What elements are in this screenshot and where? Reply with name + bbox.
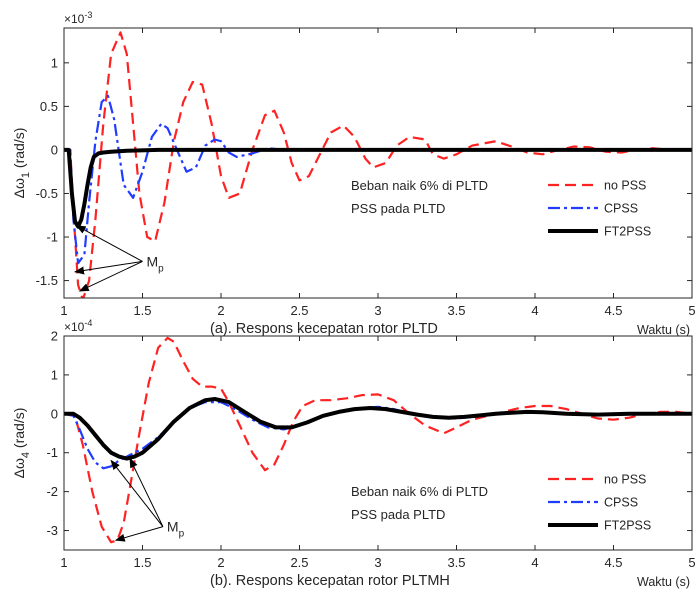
- y-axis-label-sub: 1: [20, 172, 32, 178]
- mp-subscript: p: [158, 263, 164, 274]
- x-tick-label: 1.5: [133, 303, 151, 318]
- mp-arrow: [78, 260, 143, 292]
- x-tick-label: 2.5: [290, 555, 308, 570]
- x-tick-label: 3.5: [447, 303, 465, 318]
- legend-label: CPSS: [604, 496, 638, 510]
- annotation-text: Beban naik 6% di PLTD: [351, 484, 488, 499]
- series-line-ft2pss: [64, 397, 692, 461]
- annotation-text: Beban naik 6% di PLTD: [351, 178, 488, 193]
- x-tick-label: 5: [688, 303, 695, 318]
- series-line-ft2pss: [64, 147, 692, 229]
- x-tick-label: 1: [60, 555, 67, 570]
- y-tick-label: -1: [46, 445, 58, 460]
- y-tick-label: 0: [51, 142, 58, 157]
- y-tick-label: -1: [46, 230, 58, 245]
- x-axis-label: Waktu (s): [637, 323, 690, 337]
- x-tick-label: 2: [217, 303, 224, 318]
- caption: (a). Respons kecepatan rotor PLTD: [210, 321, 438, 337]
- mp-arrow: [114, 526, 164, 542]
- exponent-label: ×10-3: [64, 10, 92, 26]
- legend-label: no PSS: [604, 473, 646, 487]
- exponent-value: -4: [84, 318, 92, 328]
- mp-subscript: p: [179, 529, 185, 540]
- legend-label: FT2PSS: [604, 225, 651, 239]
- legend-label: CPSS: [604, 202, 638, 216]
- x-tick-label: 4.5: [604, 303, 622, 318]
- exponent-label: ×10-4: [64, 318, 92, 334]
- x-axis-label: Waktu (s): [637, 575, 690, 589]
- y-axis-label-main: Δω: [11, 458, 27, 478]
- y-tick-label: -3: [46, 523, 58, 538]
- y-axis-label: Δω1 (rad/s): [11, 128, 32, 199]
- y-axis-label-main: Δω: [11, 178, 27, 198]
- series-group: [64, 31, 692, 298]
- annotation-text: PSS pada PLTD: [351, 507, 445, 522]
- x-tick-label: 3: [374, 555, 381, 570]
- x-tick-label: 1.5: [133, 555, 151, 570]
- y-tick-label: -1.5: [36, 273, 58, 288]
- y-axis-label-sub: 4: [20, 452, 32, 458]
- y-axis-label: Δω4 (rad/s): [11, 408, 32, 479]
- x-tick-label: 1: [60, 303, 67, 318]
- annotation-text: PSS pada PLTD: [351, 201, 445, 216]
- x-tick-label: 3.5: [447, 555, 465, 570]
- y-axis-label-unit: (rad/s): [11, 128, 27, 172]
- x-tick-label: 5: [688, 555, 695, 570]
- series-line-no-pss: [64, 31, 692, 298]
- y-tick-label: -2: [46, 484, 58, 499]
- y-tick-label: 2: [51, 329, 58, 344]
- axes-box: [63, 27, 693, 299]
- x-tick-label: 2: [217, 555, 224, 570]
- axes-box: [63, 335, 693, 551]
- legend-label: no PSS: [604, 179, 646, 193]
- plot-area: [64, 336, 692, 550]
- caption: (b). Respons kecepatan rotor PLTMH: [210, 573, 450, 589]
- mp-arrow: [74, 260, 143, 275]
- mp-arrow: [75, 225, 143, 262]
- exponent-value: -3: [84, 10, 92, 20]
- x-tick-label: 4: [531, 555, 538, 570]
- x-tick-label: 4.5: [604, 555, 622, 570]
- plot-area: [64, 28, 692, 298]
- mp-arrow: [129, 457, 164, 527]
- mp-arrow: [110, 459, 164, 527]
- y-tick-label: 0.5: [40, 99, 58, 114]
- x-tick-label: 3: [374, 303, 381, 318]
- y-tick-label: 0: [51, 406, 58, 421]
- x-tick-label: 4: [531, 303, 538, 318]
- y-tick-label: 1: [51, 367, 58, 382]
- x-tick-label: 2.5: [290, 303, 308, 318]
- y-axis-label-unit: (rad/s): [11, 408, 27, 452]
- y-tick-label: -0.5: [36, 186, 58, 201]
- chart-a: 1 1.5 2 2.5 3 3.5 4 4.5 5-1.5-1-0.500.51×10-3Δω1…: [11, 10, 696, 337]
- y-tick-label: 1: [51, 55, 58, 70]
- legend-label: FT2PSS: [604, 519, 651, 533]
